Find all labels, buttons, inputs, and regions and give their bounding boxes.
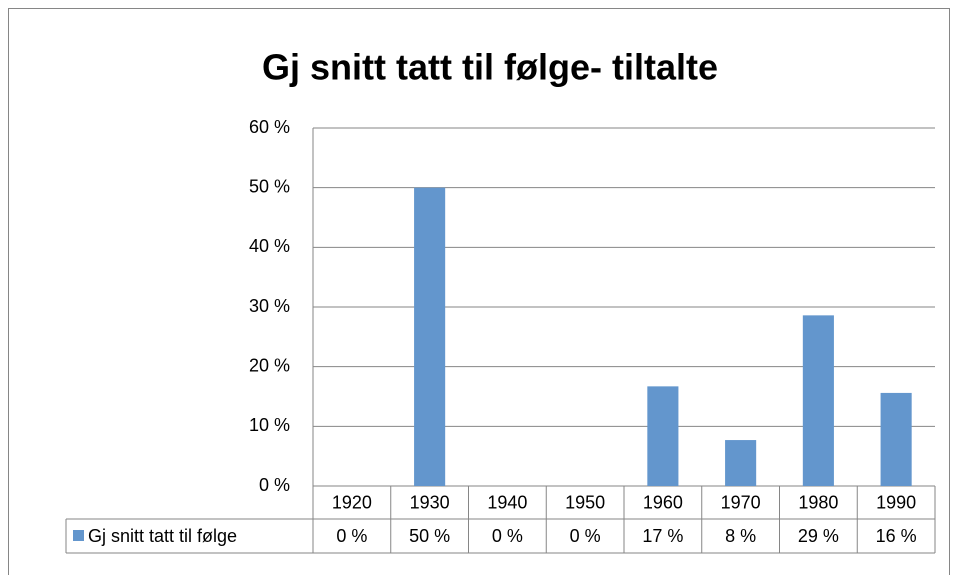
x-tick-label: 1970 xyxy=(721,492,761,512)
table-value: 17 % xyxy=(642,526,683,546)
x-tick-label: 1950 xyxy=(565,492,605,512)
x-tick-label: 1930 xyxy=(410,492,450,512)
bar xyxy=(880,392,912,486)
bar xyxy=(802,315,834,486)
bar xyxy=(414,187,446,486)
table-value: 8 % xyxy=(725,526,756,546)
x-tick-label: 1940 xyxy=(487,492,527,512)
bar xyxy=(647,386,679,486)
y-tick-label: 60 % xyxy=(249,117,290,137)
chart-border xyxy=(8,8,950,575)
chart-title: Gj snitt tatt til følge- tiltalte xyxy=(262,47,718,88)
y-tick-label: 40 % xyxy=(249,236,290,256)
table-value: 0 % xyxy=(336,526,367,546)
y-tick-label: 10 % xyxy=(249,415,290,435)
legend-label: Gj snitt tatt til følge xyxy=(88,526,237,546)
table-value: 16 % xyxy=(876,526,917,546)
y-tick-label: 50 % xyxy=(249,176,290,196)
table-value: 0 % xyxy=(570,526,601,546)
x-tick-label: 1980 xyxy=(798,492,838,512)
table-value: 50 % xyxy=(409,526,450,546)
x-tick-label: 1960 xyxy=(643,492,683,512)
table-value: 0 % xyxy=(492,526,523,546)
legend-swatch xyxy=(73,530,84,541)
y-tick-label: 30 % xyxy=(249,296,290,316)
y-tick-label: 20 % xyxy=(249,355,290,375)
x-tick-label: 1920 xyxy=(332,492,372,512)
y-tick-label: 0 % xyxy=(259,475,290,495)
table-value: 29 % xyxy=(798,526,839,546)
bar xyxy=(725,440,757,486)
x-tick-label: 1990 xyxy=(876,492,916,512)
